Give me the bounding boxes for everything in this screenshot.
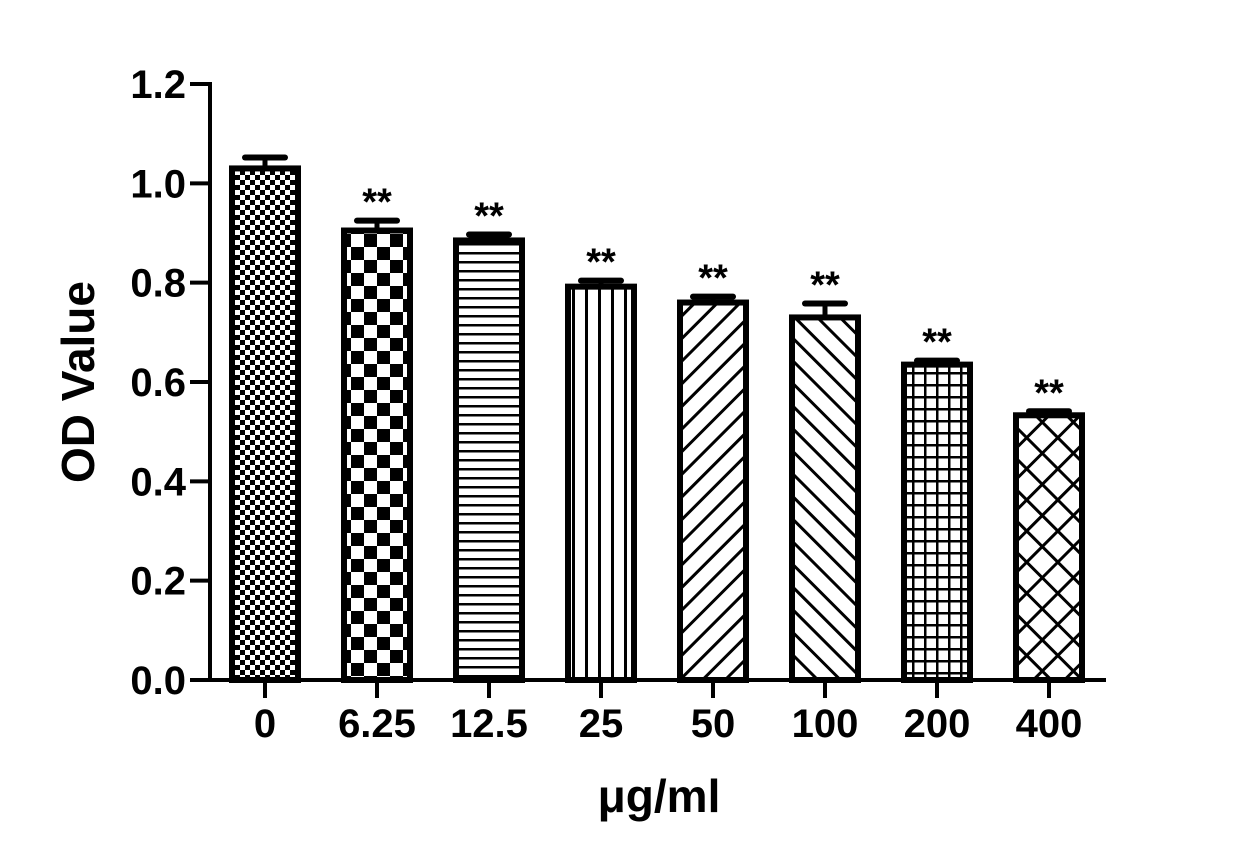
y-axis-title: OD Value: [52, 281, 104, 483]
bar-25: [565, 283, 637, 683]
bar-100: [789, 314, 861, 683]
significance-label: **: [586, 242, 616, 284]
bars: ** ** ** ** ** ** **: [229, 154, 1085, 684]
significance-label: **: [362, 182, 392, 224]
y-tick-label: 1.0: [130, 162, 186, 206]
x-axis-title: μg/ml: [598, 770, 721, 822]
significance-label: **: [1034, 372, 1064, 414]
y-tick-label: 0.4: [130, 460, 186, 504]
y-tick-label: 0.2: [130, 560, 186, 604]
significance-label: **: [922, 322, 952, 364]
y-tick-label: 1.2: [130, 63, 186, 107]
y-ticks: 0.0 0.2 0.4 0.6 0.8 1.0 1.2: [130, 63, 210, 703]
y-tick-label: 0.0: [130, 659, 186, 703]
significance-label: **: [810, 265, 840, 307]
x-tick-label: 200: [904, 702, 971, 746]
bar-50: [677, 299, 749, 683]
y-tick-label: 0.8: [130, 262, 186, 306]
bar-0: [229, 165, 301, 684]
x-tick-label: 12.5: [450, 702, 528, 746]
x-tick-label: 0: [254, 702, 276, 746]
bar-6.25: [341, 227, 413, 683]
significance-label: **: [698, 258, 728, 300]
x-tick-label: 400: [1016, 702, 1083, 746]
x-tick-label: 100: [792, 702, 859, 746]
x-tick-label: 25: [579, 702, 624, 746]
x-tick-label: 50: [691, 702, 736, 746]
bar-200: [901, 361, 973, 683]
bar-12.5: [453, 237, 525, 683]
bar-400: [1013, 412, 1085, 683]
x-tick-label: 6.25: [338, 702, 416, 746]
x-ticks: 0 6.25 12.5 25 50 100 200 400: [254, 680, 1083, 746]
significance-label: **: [474, 195, 504, 237]
y-tick-label: 0.6: [130, 361, 186, 405]
